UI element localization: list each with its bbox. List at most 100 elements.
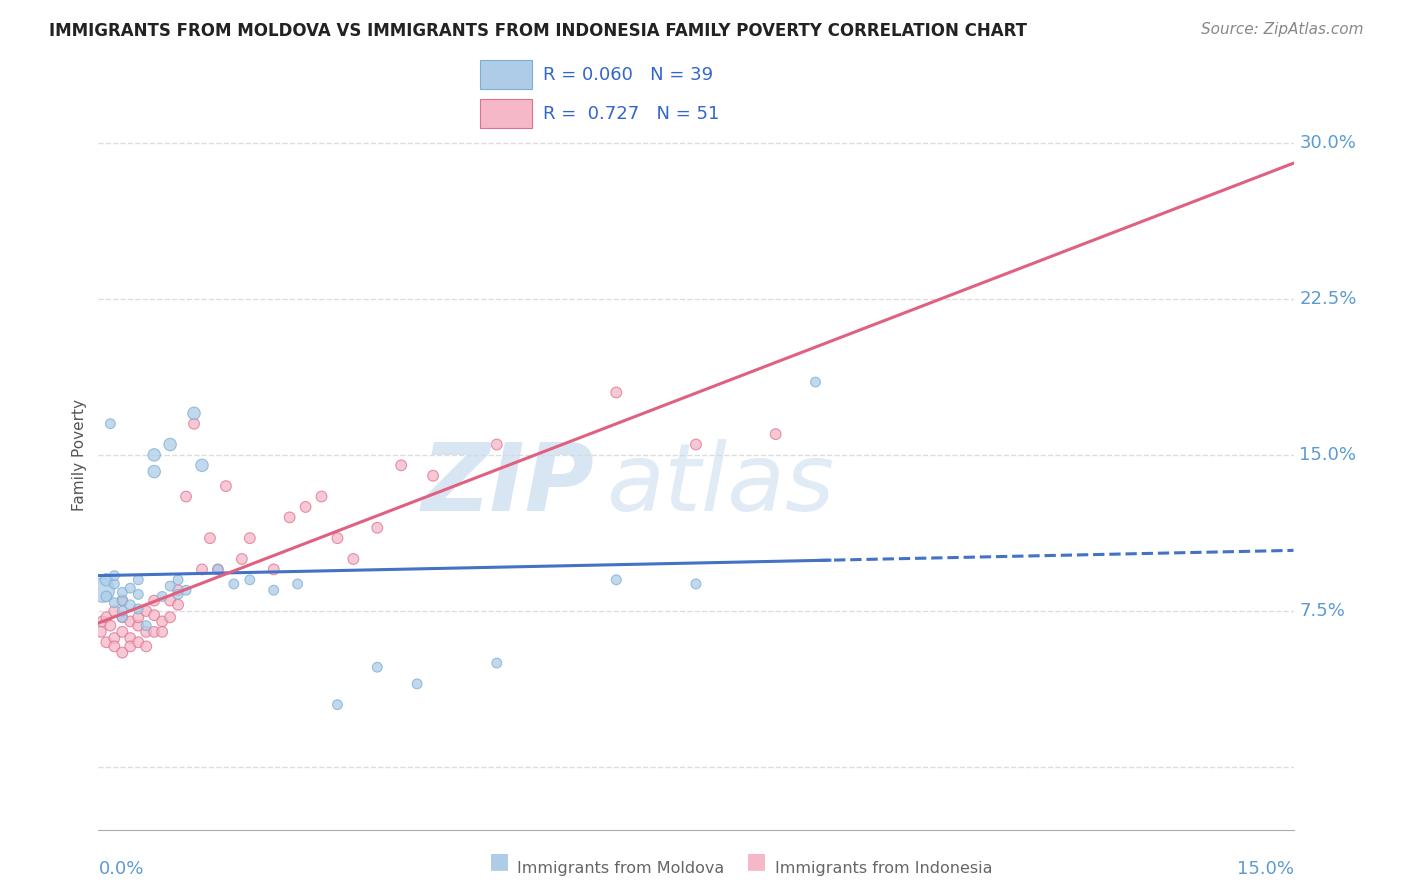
Point [159, 593, 181, 607]
Point [174, 583, 197, 598]
Point [287, 577, 309, 591]
Point [135, 640, 157, 654]
Point [239, 573, 262, 587]
Point [103, 577, 125, 591]
Point [90, 624, 112, 639]
Point [120, 615, 142, 629]
Point [366, 521, 388, 535]
Text: 22.5%: 22.5% [1299, 290, 1357, 308]
Text: 15.0%: 15.0% [1236, 860, 1294, 878]
Point [103, 604, 125, 618]
Point [231, 552, 253, 566]
Point [111, 624, 134, 639]
Point [127, 602, 149, 616]
Point [191, 562, 214, 576]
Text: IMMIGRANTS FROM MOLDOVA VS IMMIGRANTS FROM INDONESIA FAMILY POVERTY CORRELATION : IMMIGRANTS FROM MOLDOVA VS IMMIGRANTS FR… [49, 22, 1028, 40]
Point [311, 490, 333, 504]
Point [174, 490, 197, 504]
Point [278, 510, 301, 524]
Point [91, 583, 114, 598]
Point [605, 385, 627, 400]
Point [96, 590, 118, 604]
Point [167, 573, 190, 587]
Point [143, 465, 166, 479]
Point [804, 375, 827, 389]
Point [183, 417, 205, 431]
Point [239, 531, 262, 545]
Text: 15.0%: 15.0% [1299, 446, 1357, 464]
Point [96, 610, 118, 624]
Point [143, 624, 166, 639]
Point [159, 579, 181, 593]
Point [685, 437, 707, 451]
Point [103, 631, 125, 645]
Point [485, 656, 508, 670]
Point [605, 573, 627, 587]
Text: R =  0.727   N = 51: R = 0.727 N = 51 [543, 104, 720, 123]
Point [135, 624, 157, 639]
Text: 30.0%: 30.0% [1299, 134, 1357, 152]
Point [342, 552, 364, 566]
Text: R = 0.060   N = 39: R = 0.060 N = 39 [543, 66, 713, 84]
Point [135, 604, 157, 618]
Point [111, 593, 134, 607]
Point [198, 531, 221, 545]
Point [98, 618, 122, 632]
Point [207, 562, 229, 576]
Point [111, 610, 134, 624]
Point [167, 598, 190, 612]
FancyBboxPatch shape [479, 99, 531, 128]
Point [485, 437, 508, 451]
Point [406, 677, 429, 691]
Point [207, 562, 229, 576]
Point [103, 568, 125, 582]
Text: ZIP: ZIP [422, 439, 595, 531]
Point [159, 437, 181, 451]
Text: 7.5%: 7.5% [1299, 602, 1346, 620]
Point [167, 587, 190, 601]
Point [143, 593, 166, 607]
Text: ■: ■ [747, 852, 766, 871]
Y-axis label: Family Poverty: Family Poverty [72, 399, 87, 511]
Point [127, 618, 149, 632]
Point [366, 660, 388, 674]
Point [143, 608, 166, 623]
Point [150, 615, 173, 629]
Point [120, 640, 142, 654]
Text: ■: ■ [489, 852, 509, 871]
Point [263, 583, 285, 598]
Point [120, 598, 142, 612]
Point [422, 468, 444, 483]
Point [120, 581, 142, 595]
Text: Source: ZipAtlas.com: Source: ZipAtlas.com [1201, 22, 1364, 37]
Point [120, 631, 142, 645]
Point [127, 610, 149, 624]
Point [326, 531, 349, 545]
Point [111, 646, 134, 660]
Point [143, 448, 166, 462]
Text: atlas: atlas [606, 440, 835, 531]
Point [150, 624, 173, 639]
Point [111, 585, 134, 599]
FancyBboxPatch shape [479, 61, 531, 89]
Point [96, 635, 118, 649]
Point [765, 427, 787, 442]
Point [183, 406, 205, 420]
Point [111, 593, 134, 607]
Point [127, 573, 149, 587]
Point [103, 640, 125, 654]
Point [215, 479, 238, 493]
Point [98, 417, 122, 431]
Point [91, 615, 114, 629]
Text: Immigrants from Indonesia: Immigrants from Indonesia [775, 861, 993, 876]
Point [326, 698, 349, 712]
Point [191, 458, 214, 473]
Point [127, 587, 149, 601]
Point [111, 610, 134, 624]
Point [685, 577, 707, 591]
Point [127, 635, 149, 649]
Point [294, 500, 316, 514]
Point [150, 590, 173, 604]
Point [222, 577, 245, 591]
Point [103, 596, 125, 610]
